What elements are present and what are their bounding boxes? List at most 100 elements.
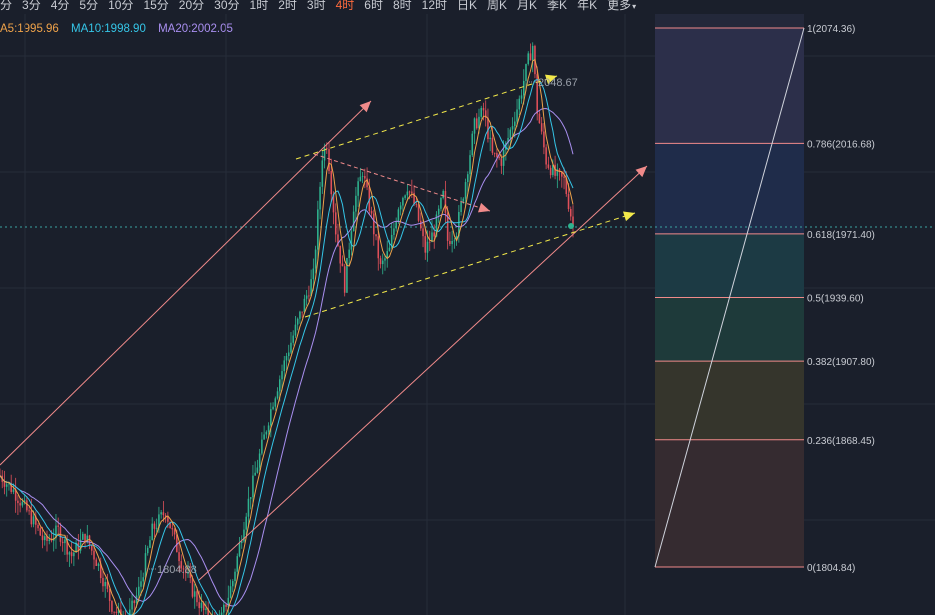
candle-body-128	[285, 356, 288, 361]
candle-body-175	[390, 234, 393, 248]
candle-body-35	[77, 542, 80, 551]
candle-body-164	[366, 178, 368, 188]
candle-body-209	[467, 174, 469, 183]
tab-0[interactable]: 分	[0, 0, 13, 12]
candle-body-251	[561, 171, 563, 177]
candle-body-152	[339, 245, 342, 264]
tab-2[interactable]: 4分	[50, 0, 70, 12]
fib-band-1	[655, 143, 804, 234]
candle-body-179	[399, 205, 402, 210]
candle-body-23	[50, 539, 53, 541]
tab-13[interactable]: 8时	[392, 0, 412, 12]
candle-body-41	[90, 545, 93, 551]
tab-7[interactable]: 30分	[214, 0, 240, 12]
candle-body-113	[252, 475, 254, 498]
candle-body-51	[113, 611, 115, 613]
fib-top-band	[655, 14, 804, 28]
candle-body-10	[21, 501, 24, 506]
fib-diagonal	[654, 27, 805, 568]
tab-6[interactable]: 20分	[178, 0, 205, 12]
candle-body-181	[404, 195, 406, 198]
fib-band-5	[655, 439, 804, 567]
candle-body-210	[469, 155, 471, 175]
candle-body-222	[496, 152, 498, 157]
candle-body-156	[348, 249, 350, 259]
candle-body-244	[545, 147, 547, 165]
candle-body-29	[64, 539, 66, 544]
candle-body-22	[48, 539, 51, 541]
fib-band-2	[655, 233, 804, 298]
channel-lower-arrowhead	[635, 166, 647, 178]
candle-body-80	[178, 552, 180, 562]
candle-body-109	[243, 529, 245, 542]
candle-body-200	[446, 212, 449, 241]
candle-body-207	[462, 198, 465, 202]
candle-body-157	[350, 231, 353, 250]
candle-body-66	[146, 547, 149, 554]
candle-body-229	[511, 126, 514, 130]
tab-3[interactable]: 5分	[79, 0, 99, 12]
candle-body-204	[455, 236, 458, 241]
candle-body-99	[220, 612, 223, 615]
candle-body-141	[314, 249, 317, 269]
tab-4[interactable]: 10分	[108, 0, 134, 12]
candle-body-124	[276, 391, 279, 399]
candle-body-19	[41, 535, 44, 541]
candle-body-18	[39, 528, 42, 536]
tab-20[interactable]: 更多▾	[607, 0, 637, 12]
candle-body-114	[254, 472, 256, 476]
candle-body-160	[357, 181, 359, 196]
candle-body-137	[305, 295, 308, 299]
tab-10[interactable]: 3时	[306, 0, 326, 12]
candle-body-13	[28, 510, 30, 512]
candle-body-252	[563, 176, 565, 178]
candle-body-130	[290, 342, 292, 353]
candle-body-149	[332, 194, 335, 213]
candle-body-82	[182, 568, 185, 570]
candle-body-199	[444, 191, 447, 213]
tab-15[interactable]: 日K	[457, 0, 478, 12]
tab-1[interactable]: 3分	[22, 0, 41, 12]
tab-9[interactable]: 2时	[278, 0, 297, 12]
candle-body-173	[386, 251, 389, 259]
low-price-label: 1804.88	[157, 564, 197, 576]
candle-body-26	[57, 525, 59, 527]
candle-body-60	[133, 600, 136, 604]
tab-5[interactable]: 15分	[143, 0, 169, 12]
tab-8[interactable]: 1时	[249, 0, 269, 12]
candle-body-20	[43, 536, 46, 541]
candle-body-43	[95, 559, 98, 566]
candle-body-155	[346, 258, 348, 293]
candle-body-64	[142, 577, 145, 582]
candle-body-75	[167, 516, 169, 522]
candle-body-8	[17, 500, 19, 504]
tab-14[interactable]: 12时	[421, 0, 447, 12]
timeframe-toolbar: 分 3分 4分 5分 10分 15分 20分 30分 1时 2时 3时 4时 6时 8时 12时 日K 周K 月K…	[0, 0, 660, 16]
candle-body-122	[272, 406, 274, 410]
candle-body-171	[381, 260, 384, 265]
current-price-marker	[568, 223, 574, 229]
candle-body-142	[317, 209, 319, 250]
candle-body-183	[408, 191, 411, 193]
tab-12[interactable]: 6时	[364, 0, 383, 12]
candle-body-25	[55, 525, 57, 539]
candle-body-193	[431, 232, 433, 243]
tab-17[interactable]: 月K	[517, 0, 538, 12]
candle-body-147	[328, 149, 330, 172]
candle-body-202	[451, 240, 453, 245]
tab-11[interactable]: 4时	[335, 0, 355, 12]
candle-body-21	[46, 536, 48, 541]
candle-body-118	[263, 434, 265, 440]
candle-body-83	[184, 569, 187, 574]
tab-16[interactable]: 周K	[487, 0, 508, 12]
fib-label-6: 0(1804.84)	[807, 563, 855, 574]
candle-body-132	[294, 324, 297, 336]
candle-body-28	[61, 541, 64, 544]
tab-19[interactable]: 年K	[577, 0, 598, 12]
ma5-line	[0, 58, 574, 615]
channel-upper-arrowhead	[359, 101, 371, 113]
tab-18[interactable]: 季K	[547, 0, 568, 12]
candle-body-4	[8, 483, 10, 485]
candle-body-33	[73, 552, 75, 557]
